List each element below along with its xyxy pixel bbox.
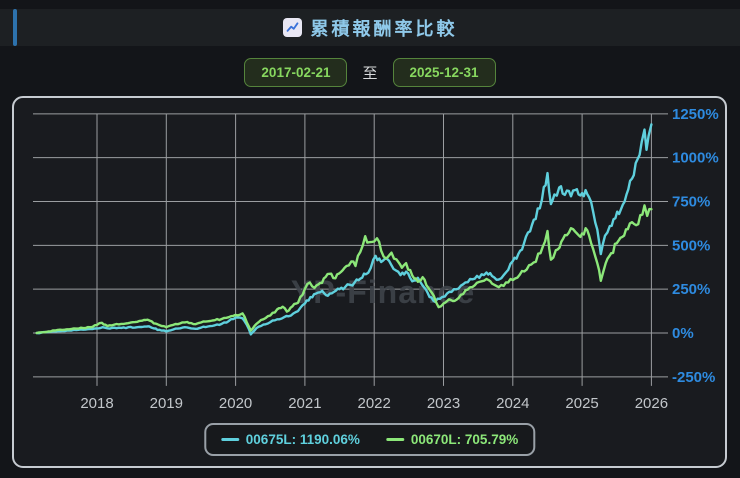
- end-date-button[interactable]: 2025-12-31: [392, 57, 496, 87]
- y-tick-label: 0%: [672, 325, 694, 342]
- line-chart-icon: [282, 18, 302, 37]
- y-tick-label: 1000%: [672, 150, 719, 167]
- accent-bar: [13, 9, 17, 46]
- header: 累積報酬率比較: [0, 9, 740, 46]
- date-range-controls: 2017-02-21 至 2025-12-31: [0, 56, 740, 88]
- x-tick-label: 2019: [150, 395, 183, 412]
- legend-item-00675L[interactable]: 00675L: 1190.06%: [220, 432, 360, 447]
- x-tick-label: 2023: [427, 395, 460, 412]
- y-tick-label: 750%: [672, 194, 710, 211]
- y-tick-label: 1250%: [672, 106, 719, 123]
- series-line-00675L: [35, 123, 653, 336]
- x-tick-label: 2020: [219, 395, 252, 412]
- y-tick-label: 250%: [672, 281, 710, 298]
- start-date-button[interactable]: 2017-02-21: [244, 57, 348, 87]
- series-00675L-swatch: [220, 438, 239, 441]
- x-tick-label: 2024: [496, 395, 529, 412]
- date-range-separator: 至: [362, 64, 378, 82]
- cumulative-return-chart[interactable]: 1250% 1000% 750% 500% 250% 0% -250% 2018 2019 202…: [14, 98, 725, 466]
- chart-legend[interactable]: 00675L: 1190.06% 00670L: 705.79%: [203, 423, 536, 456]
- page-title-text: 累積報酬率比較: [310, 18, 458, 39]
- y-tick-label: -250%: [672, 369, 715, 386]
- page-title: 累積報酬率比較: [0, 9, 740, 46]
- legend-label-00670L: 00670L: 705.79%: [410, 432, 519, 447]
- x-tick-label: 2026: [635, 395, 668, 412]
- x-tick-label: 2018: [80, 395, 113, 412]
- series-line-00670L: [35, 204, 653, 335]
- legend-item-00670L[interactable]: 00670L: 705.79%: [385, 432, 519, 447]
- chart-panel: 1250% 1000% 750% 500% 250% 0% -250% 2018 2019 202…: [12, 96, 727, 468]
- series-00670L-swatch: [385, 438, 404, 441]
- x-tick-label: 2021: [288, 395, 321, 412]
- y-tick-label: 500%: [672, 237, 710, 254]
- x-tick-label: 2025: [565, 395, 598, 412]
- legend-label-00675L: 00675L: 1190.06%: [245, 432, 360, 447]
- x-tick-label: 2022: [358, 395, 391, 412]
